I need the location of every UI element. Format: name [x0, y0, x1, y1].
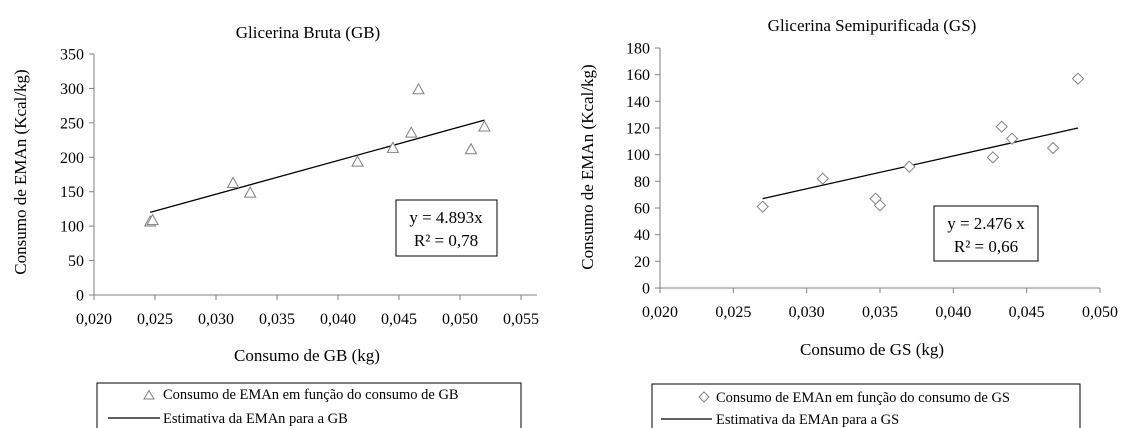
x-tick-label: 0,045: [381, 311, 417, 328]
data-point: [1071, 72, 1085, 85]
y-tick-label: 120: [626, 121, 650, 138]
x-tick-label: 0,030: [789, 304, 825, 321]
chart-gb-legend-box: [96, 382, 522, 428]
data-point: [1046, 141, 1060, 155]
y-tick-label: 100: [626, 147, 650, 164]
chart-gs-y-ticks: 0 20 40 60 80 100 120 140 160 180: [626, 41, 660, 298]
x-tick-label: 0,030: [198, 311, 234, 328]
data-point: [404, 126, 418, 138]
data-point: [986, 151, 1000, 164]
chart-gb-trendline-group: [149, 119, 485, 213]
chart-gs-legend-box: [651, 383, 1081, 428]
trendline: [149, 119, 485, 213]
x-tick-label: 0,025: [137, 311, 173, 328]
chart-gb-y-ticks: 0 50 100 150 200 250 300 350: [60, 47, 94, 305]
data-point: [873, 199, 887, 212]
y-tick-label: 50: [68, 253, 84, 270]
y-tick-label: 140: [626, 94, 650, 111]
y-tick-label: 180: [626, 41, 650, 58]
x-tick-label: 0,025: [715, 304, 751, 321]
y-tick-label: 200: [60, 150, 84, 167]
chart-gs-title: Glicerina Semipurificada (GS): [768, 16, 977, 35]
data-point: [146, 213, 159, 226]
chart-gb-legend-series: Consumo de EMAn em função do consumo de …: [163, 387, 459, 403]
chart-gb-legend-trendline: Estimativa da EMAn para a GB: [163, 411, 348, 427]
x-tick-label: 0,050: [442, 311, 478, 328]
data-point: [351, 155, 364, 167]
data-point: [1005, 132, 1019, 145]
data-point: [478, 119, 491, 132]
chart-gb: Glicerina Bruta (GB) Consumo de EMAn (Kc…: [11, 23, 539, 428]
x-tick-label: 0,055: [503, 311, 539, 328]
data-point: [386, 141, 400, 153]
chart-gb-x-ticks: 0,020 0,025 0,030 0,035 0,040 0,045 0,050 0,055: [76, 295, 539, 328]
x-tick-label: 0,040: [320, 311, 356, 328]
chart-gb-xlabel: Consumo de GB (kg): [234, 346, 380, 365]
chart-gs-points: [756, 72, 1085, 213]
chart-gb-equation-line1: y = 4.893x: [409, 208, 483, 227]
chart-gs-legend-series: Consumo de EMAn em função do consumo de …: [716, 390, 1010, 406]
data-point: [756, 200, 769, 213]
y-tick-label: 40: [634, 227, 650, 244]
y-tick-label: 100: [60, 219, 84, 236]
trendline: [762, 127, 1079, 200]
y-tick-label: 60: [634, 201, 650, 218]
x-tick-label: 0,045: [1009, 304, 1045, 321]
data-point: [243, 186, 257, 198]
chart-gs-trendline-group: [762, 127, 1079, 200]
chart-gs-x-ticks: 0,020 0,025 0,030 0,035 0,040 0,045 0,050: [642, 288, 1118, 321]
chart-gs-legend: Consumo de EMAn em função do consumo de …: [651, 383, 1081, 428]
x-tick-label: 0,035: [259, 311, 295, 328]
data-point: [412, 82, 425, 95]
chart-gb-legend: Consumo de EMAn em função do consumo de …: [96, 382, 522, 428]
chart-gb-title: Glicerina Bruta (GB): [236, 23, 380, 42]
chart-gs-equation-box: [933, 205, 1039, 262]
y-tick-label: 0: [76, 288, 84, 305]
data-point: [226, 176, 240, 188]
y-tick-label: 0: [642, 281, 650, 298]
data-point: [995, 120, 1008, 133]
chart-gb-points: [143, 82, 491, 227]
x-tick-label: 0,020: [642, 304, 678, 321]
x-tick-label: 0,050: [1082, 304, 1118, 321]
chart-gs: Glicerina Semipurificada (GS) Consumo de…: [578, 16, 1118, 428]
y-tick-label: 80: [634, 174, 650, 191]
x-tick-label: 0,035: [862, 304, 898, 321]
y-tick-label: 150: [60, 184, 84, 201]
chart-gs-legend-trendline: Estimativa da EMAn para a GS: [716, 412, 899, 428]
triangle-icon: [143, 389, 155, 400]
x-tick-label: 0,040: [935, 304, 971, 321]
y-tick-label: 250: [60, 115, 84, 132]
chart-gs-equation-line2: R² = 0,66: [954, 237, 1018, 256]
y-tick-label: 160: [626, 67, 650, 84]
data-point: [903, 160, 916, 173]
chart-gs-xlabel: Consumo de GS (kg): [800, 340, 944, 359]
y-tick-label: 20: [634, 254, 650, 271]
data-point: [464, 142, 478, 155]
y-tick-label: 300: [60, 81, 84, 98]
chart-gs-equation-line1: y = 2.476 x: [947, 214, 1025, 233]
diamond-icon: [698, 391, 710, 403]
y-tick-label: 350: [60, 47, 84, 64]
chart-gb-equation-box: [395, 199, 498, 257]
chart-gb-equation-line2: R² = 0,78: [414, 231, 478, 250]
chart-gs-ylabel: Consumo de EMAn (Kcal/kg): [578, 64, 597, 269]
x-tick-label: 0,020: [76, 311, 112, 328]
chart-gb-ylabel: Consumo de EMAn (Kcal/kg): [11, 69, 30, 274]
data-point: [816, 172, 830, 185]
